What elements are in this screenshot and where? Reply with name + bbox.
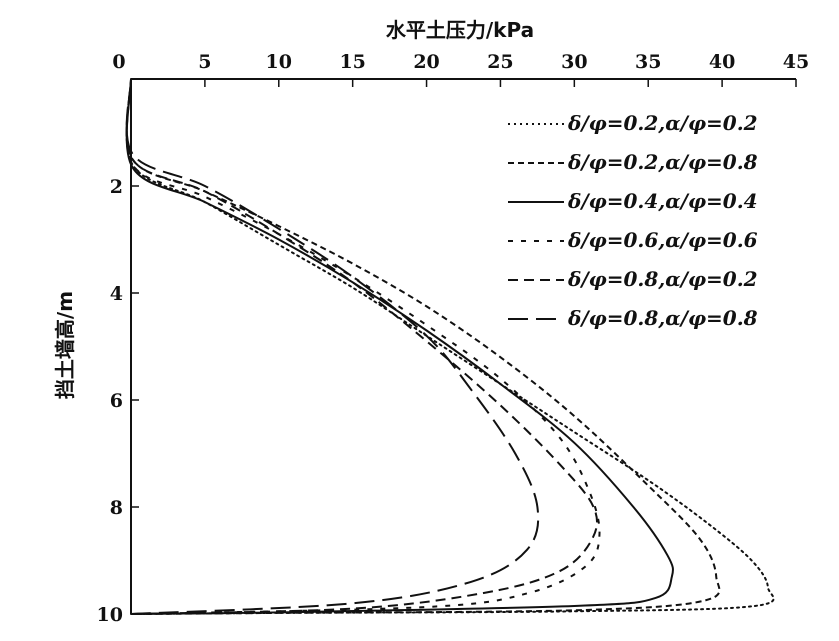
series-line <box>125 78 775 615</box>
plot-area <box>125 78 797 615</box>
legend-label: δ/φ=0.6,α/φ=0.6 <box>567 228 758 252</box>
y-tick-label: 2 <box>110 176 123 198</box>
x-axis-title: 水平土压力/kPa <box>386 18 534 42</box>
legend: δ/φ=0.2,α/φ=0.2 δ/φ=0.2,α/φ=0.8 δ/φ=0.4,α/… <box>508 111 758 330</box>
x-tick-label: 15 <box>339 51 365 73</box>
x-tick-label: 35 <box>635 51 661 73</box>
legend-label: δ/φ=0.4,α/φ=0.4 <box>567 189 758 213</box>
x-tick-label: 20 <box>413 51 439 73</box>
series-line <box>125 78 598 615</box>
y-axis-title: 挡土墙高/m <box>53 291 77 399</box>
x-tick-label: 0 <box>112 51 125 73</box>
x-tick-label: 45 <box>783 51 809 73</box>
legend-label: δ/φ=0.2,α/φ=0.2 <box>567 111 758 135</box>
y-tick-label: 8 <box>110 497 123 519</box>
tick-labels: 0 5 10 15 20 25 30 35 40 45 2 4 6 8 10 <box>97 51 810 626</box>
legend-label: δ/φ=0.8,α/φ=0.2 <box>567 267 758 291</box>
series-line <box>125 78 540 615</box>
x-tick-label: 40 <box>709 51 735 73</box>
legend-label: δ/φ=0.2,α/φ=0.8 <box>567 150 758 174</box>
x-tick-label: 30 <box>561 51 587 73</box>
series-line <box>125 78 674 615</box>
x-tick-label: 5 <box>198 51 211 73</box>
series-line <box>125 78 601 615</box>
series-line <box>125 78 721 615</box>
legend-label: δ/φ=0.8,α/φ=0.8 <box>567 306 758 330</box>
x-tick-label: 25 <box>487 51 513 73</box>
y-tick-label: 4 <box>110 283 123 305</box>
y-tick-label: 10 <box>97 604 123 626</box>
x-tick-label: 10 <box>266 51 292 73</box>
y-tick-label: 6 <box>110 390 123 412</box>
